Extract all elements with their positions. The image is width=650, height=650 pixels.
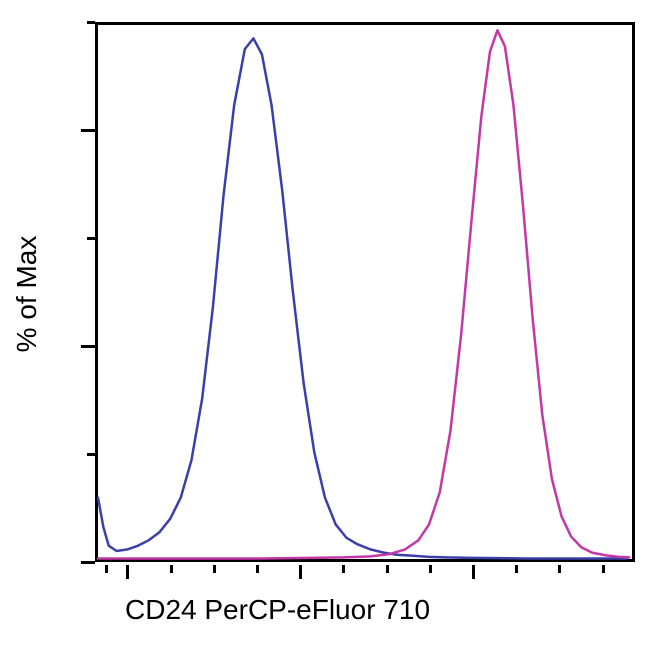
series-control xyxy=(98,38,627,558)
x-tick xyxy=(105,565,108,573)
x-tick xyxy=(472,565,475,579)
x-tick xyxy=(170,565,173,573)
curves-svg xyxy=(0,0,650,650)
x-tick xyxy=(126,565,129,579)
x-tick xyxy=(602,565,605,573)
y-tick xyxy=(87,237,95,240)
y-tick xyxy=(87,453,95,456)
x-tick xyxy=(386,565,389,573)
x-tick xyxy=(256,565,259,573)
y-tick xyxy=(87,21,95,24)
y-tick xyxy=(81,345,95,348)
y-tick xyxy=(81,129,95,132)
x-tick xyxy=(515,565,518,573)
x-tick xyxy=(213,565,216,573)
x-tick xyxy=(558,565,561,573)
histogram-chart: % of Max CD24 PerCP-eFluor 710 xyxy=(0,0,650,650)
series-stained xyxy=(98,30,629,558)
x-tick xyxy=(429,565,432,573)
x-tick xyxy=(299,565,302,579)
y-tick xyxy=(81,561,95,564)
x-tick xyxy=(342,565,345,573)
